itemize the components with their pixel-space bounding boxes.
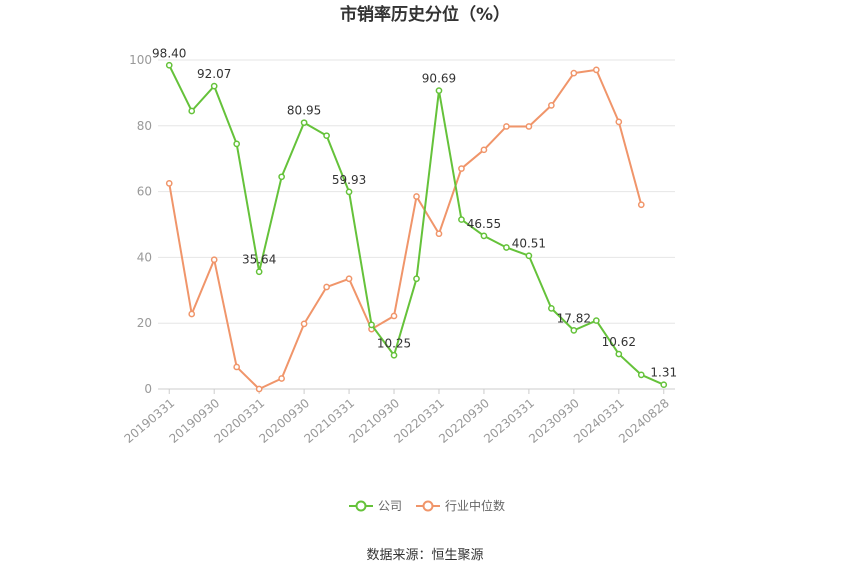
data-point <box>165 180 173 187</box>
data-point <box>210 256 218 264</box>
data-point <box>525 123 533 130</box>
y-axis: 0 20 40 60 80 100 <box>129 53 152 396</box>
data-point <box>390 312 398 320</box>
data-point <box>615 118 623 126</box>
data-point <box>570 69 578 77</box>
data-point <box>480 232 488 240</box>
data-label: 10.62 <box>602 335 636 349</box>
data-label: 10.25 <box>377 336 411 350</box>
data-point <box>413 275 420 283</box>
data-point <box>210 82 218 90</box>
y-tick-label: 40 <box>137 250 152 264</box>
legend-marker <box>355 500 367 512</box>
legend-label: 公司 <box>378 499 402 513</box>
legend-label: 行业中位数 <box>445 498 505 513</box>
grid-lines <box>158 59 675 324</box>
y-tick-label: 100 <box>129 53 152 67</box>
data-label: 80.95 <box>287 104 321 118</box>
data-point <box>368 321 375 329</box>
data-point <box>345 188 353 196</box>
data-point <box>165 61 173 69</box>
data-point <box>233 140 241 148</box>
data-labels: 98.40 92.07 35.64 80.95 59.93 10.25 90.69 46.55… <box>152 46 677 379</box>
data-point <box>233 363 241 371</box>
data-point <box>278 375 285 382</box>
data-point <box>413 193 420 200</box>
data-point <box>570 327 578 334</box>
series-line <box>168 68 643 390</box>
data-label: 17.82 <box>557 311 591 325</box>
data-label: 35.64 <box>242 253 276 267</box>
x-axis: 2019033120190930202003312020093020210331… <box>122 388 675 446</box>
data-point <box>548 305 555 312</box>
x-tick-label: 20240828 <box>616 396 672 446</box>
data-point <box>255 385 263 393</box>
series-line <box>168 64 665 386</box>
data-point <box>592 66 600 74</box>
data-label: 1.31 <box>650 366 677 380</box>
data-point <box>300 320 308 328</box>
data-label: 90.69 <box>422 72 456 86</box>
data-point <box>660 381 668 389</box>
data-point <box>255 268 263 276</box>
data-point <box>188 107 196 115</box>
legend: 公司 行业中位数 <box>349 498 505 513</box>
data-point <box>435 87 443 94</box>
y-tick-label: 20 <box>137 316 152 330</box>
data-point <box>480 146 488 154</box>
data-point <box>458 216 465 223</box>
data-point <box>188 310 196 318</box>
data-label: 59.93 <box>332 173 366 187</box>
data-point <box>637 371 645 379</box>
data-point <box>615 350 623 358</box>
data-point <box>592 317 600 324</box>
data-point <box>300 119 308 127</box>
data-point <box>345 275 353 283</box>
data-point <box>458 165 465 172</box>
data-point <box>278 173 285 181</box>
source-note: 数据来源：恒生聚源 <box>366 548 483 563</box>
data-point <box>323 132 330 140</box>
data-point <box>637 201 645 209</box>
y-tick-label: 60 <box>137 185 152 199</box>
data-point <box>525 252 533 260</box>
data-label: 40.51 <box>512 237 546 251</box>
data-label: 92.07 <box>197 67 231 81</box>
data-point <box>503 244 510 251</box>
series-layer <box>165 61 668 393</box>
y-tick-label: 80 <box>137 119 152 133</box>
data-label: 46.55 <box>467 217 501 231</box>
data-point <box>548 102 555 109</box>
data-point <box>323 283 330 291</box>
data-point <box>503 123 510 130</box>
data-point <box>435 230 443 238</box>
legend-marker <box>422 500 434 512</box>
data-label: 98.40 <box>152 46 186 60</box>
chart-title: 市销率历史分位（%） <box>340 4 510 25</box>
data-point <box>390 351 398 359</box>
y-tick-label: 0 <box>144 382 152 396</box>
